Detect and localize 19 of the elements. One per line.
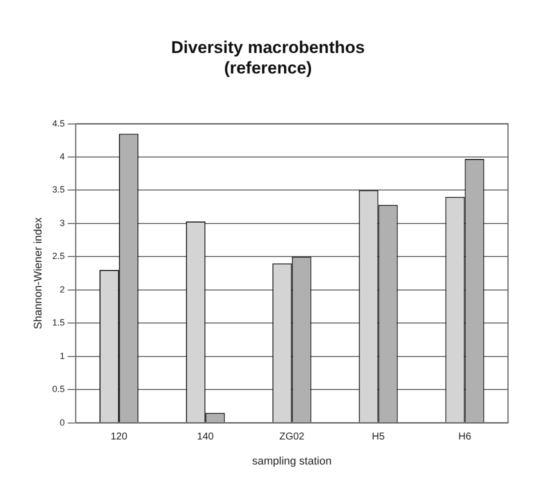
x-axis-title: sampling station [252, 455, 332, 468]
y-tick-label: 0.5 [52, 384, 65, 394]
y-tick-label: 3.5 [52, 184, 65, 195]
y-axis-title: Shannon-Wiener index [32, 216, 45, 330]
x-tick-label: H6 [458, 432, 472, 443]
x-tick-label: ZG02 [279, 432, 305, 443]
y-tick-label: 0 [60, 417, 65, 428]
y-tick-label: 4.5 [52, 118, 65, 128]
x-tick-label: 120 [110, 432, 128, 443]
y-tick-label: 1.5 [52, 318, 65, 328]
y-tick-label: 2 [60, 284, 65, 294]
x-tick-label: 140 [197, 432, 214, 443]
x-tick-label: H5 [372, 432, 386, 443]
y-tick-label: 4 [60, 152, 65, 162]
y-tick-label: 3 [60, 218, 65, 228]
text: (reference) [224, 58, 312, 78]
y-tick-label: 2.5 [52, 251, 65, 262]
y-tick-label: 1 [60, 350, 65, 361]
text: Diversity macrobenthos [171, 38, 365, 57]
